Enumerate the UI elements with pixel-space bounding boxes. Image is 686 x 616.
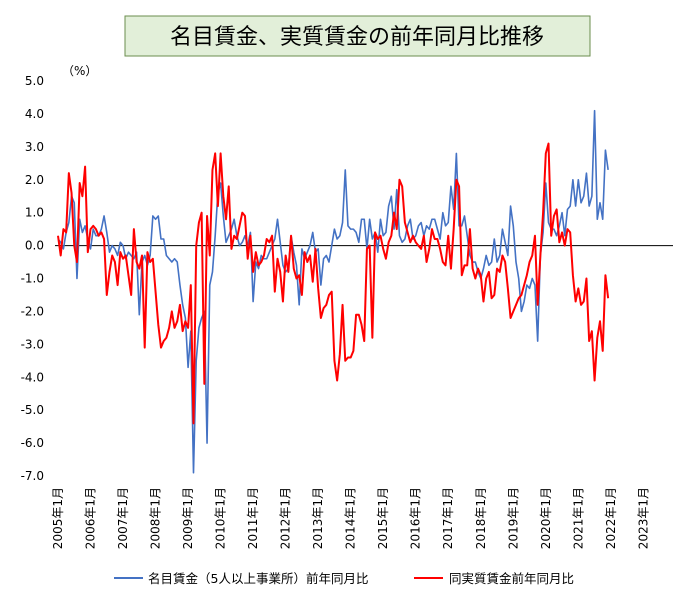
y-tick-label: 0.0	[25, 239, 44, 253]
x-tick-label: 2009年1月	[181, 487, 195, 549]
x-tick-label: 2020年1月	[539, 487, 553, 549]
x-tick-label: 2022年1月	[604, 487, 618, 549]
x-tick-label: 2023年1月	[636, 487, 650, 549]
series-lines	[57, 109, 610, 474]
y-tick-label: 3.0	[25, 140, 44, 154]
x-tick-label: 2011年1月	[246, 487, 260, 549]
y-tick-label: -2.0	[21, 304, 44, 318]
title-box	[124, 15, 591, 57]
x-tick-label: 2012年1月	[279, 487, 293, 549]
y-tick-label: -3.0	[21, 337, 44, 351]
x-tick-label: 2006年1月	[84, 487, 98, 549]
y-axis-ticks: 5.0 4.0 3.0 2.0 1.0 0.0 -1.0 -2.0 -3.0 -4.0 -5.0 -6…	[21, 74, 44, 483]
x-tick-label: 2021年1月	[571, 487, 585, 549]
legend-label-nominal-wage: 名目賃金（5人以上事業所）前年同月比	[148, 571, 368, 586]
x-tick-label: 2019年1月	[506, 487, 520, 549]
x-tick-label: 2013年1月	[311, 487, 325, 549]
legend: 名目賃金（5人以上事業所）前年同月比 同実質賃金前年同月比	[114, 571, 574, 586]
x-tick-label: 2007年1月	[116, 487, 130, 549]
chart-title: 名目賃金、実質賃金の前年同月比推移	[170, 25, 544, 50]
x-axis-ticks: 2005年1月 2006年1月 2007年1月 2008年1月 2009年1月 2010年…	[51, 487, 650, 549]
x-tick-label: 2017年1月	[441, 487, 455, 549]
y-tick-label: -5.0	[21, 403, 44, 417]
y-tick-label: -4.0	[21, 370, 44, 384]
x-tick-label: 2014年1月	[344, 487, 358, 549]
x-tick-label: 2018年1月	[474, 487, 488, 549]
y-tick-label: 5.0	[25, 74, 44, 88]
x-tick-label: 2005年1月	[51, 487, 65, 549]
series-line-real-wage	[57, 142, 610, 425]
y-tick-label: -6.0	[21, 436, 44, 450]
legend-label-real-wage: 同実質賃金前年同月比	[449, 571, 574, 586]
y-tick-label: 2.0	[25, 173, 44, 187]
y-tick-label: -7.0	[21, 469, 44, 483]
series-line-nominal-wage	[57, 109, 609, 474]
x-tick-label: 2008年1月	[149, 487, 163, 549]
y-tick-label: 4.0	[25, 107, 44, 121]
y-axis-unit-label: （%）	[62, 64, 97, 78]
x-tick-label: 2016年1月	[409, 487, 423, 549]
y-tick-label: 1.0	[25, 206, 44, 220]
x-tick-label: 2010年1月	[214, 487, 228, 549]
x-tick-label: 2015年1月	[376, 487, 390, 549]
title-group: 名目賃金、実質賃金の前年同月比推移	[124, 15, 591, 57]
y-tick-label: -1.0	[21, 272, 44, 286]
